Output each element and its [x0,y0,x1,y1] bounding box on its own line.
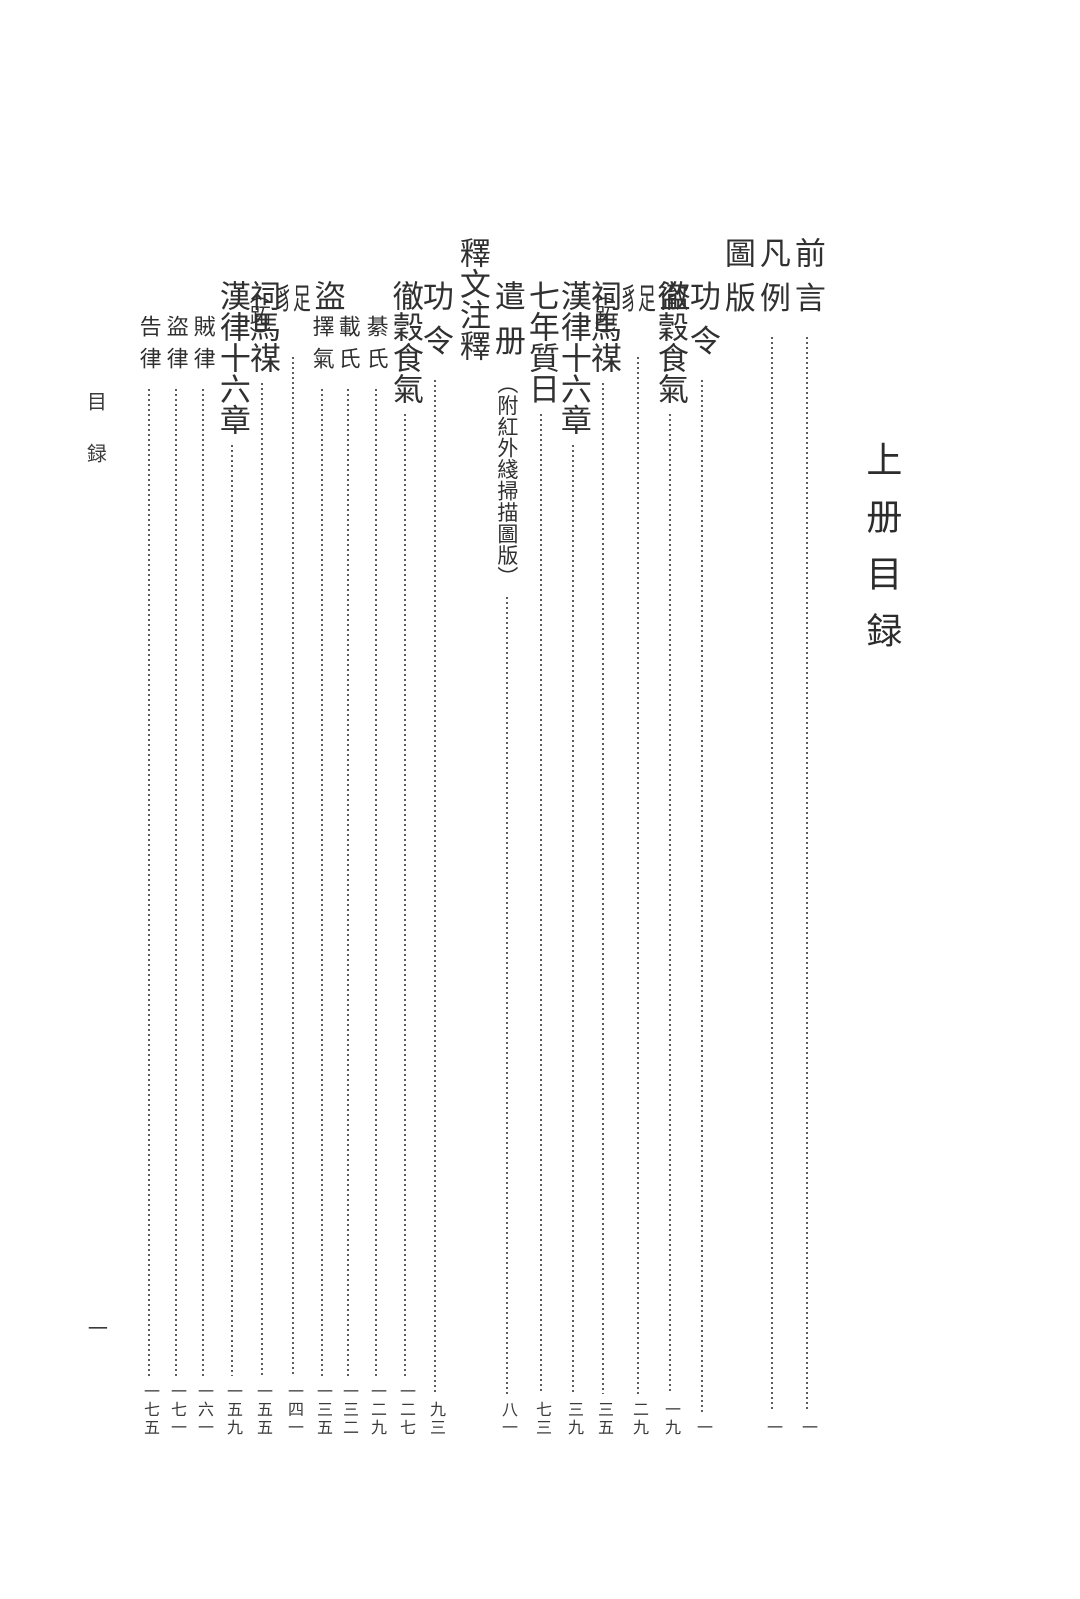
toc-entry-qiance: 遣册（附紅外綫掃描圖版） 八一 [489,280,525,1437]
dotted-leader [540,414,542,1394]
page-number: 一三五 [314,1383,331,1437]
page-number: 一六一 [195,1383,212,1437]
dotted-leader [261,383,263,1376]
dotted-leader [148,388,150,1376]
toc-entry-gongling: 功令 九三 [417,280,453,1437]
entry-label: 賊律 [190,315,216,379]
page-number: 三五 [595,1401,612,1437]
dotted-leader [434,379,436,1394]
entry-label: 盜律 [163,315,189,379]
dotted-leader [637,357,639,1394]
toc-sub-zeilv: 賊律 一六一 [188,315,218,1437]
entry-label: 前言 [789,237,825,327]
toc-entry-chegu-shiqi-plates: 徹穀食氣 一九 [652,280,688,1437]
page-number: 一 [764,1419,781,1437]
toc-sub-qishi: 綦氏 一二九 [361,315,391,1437]
entry-note: （附紅外綫掃描圖版） [494,372,519,588]
toc-sub-daolv: 盜律 一七一 [161,315,191,1437]
page-number: 一三二 [340,1383,357,1437]
entry-label: 功令 [417,280,453,370]
entry-label: 盜 [309,280,345,311]
entry-label: 徹穀食氣 [652,280,688,404]
dotted-leader [231,445,233,1376]
page-number: 一 [799,1419,816,1437]
dotted-leader [347,388,349,1376]
folio-page-number: 一 [84,1318,107,1338]
page-number: 三九 [565,1401,582,1437]
variant-character: 豸足 [275,282,311,316]
dotted-leader [175,388,177,1376]
page-number: 七三 [533,1401,550,1437]
toc-entry-daozhi: 盜豸足（跖） 一四一 [247,280,344,1437]
toc-entry-cimamei-plates: 祠馬禖 三五 [585,280,621,1437]
dotted-leader [572,445,574,1394]
entry-label: 祠馬禖 [244,280,280,373]
dotted-leader [202,388,204,1376]
section-label: 釋文注釋 [454,237,490,361]
dotted-leader [806,336,808,1412]
toc-sub-gaolv: 告律 一七五 [134,315,164,1437]
dotted-leader [701,379,703,1412]
entry-note: （跖） [592,283,617,348]
entry-note: （跖） [247,283,272,348]
variant-character: 豸足 [620,282,656,316]
toc-entry-qinian-zhiri: 七年質日 七三 [523,280,559,1437]
dotted-leader [321,388,323,1376]
page-number: 一 [694,1419,711,1437]
entry-label: 擇氣 [309,315,335,379]
page-number: 一二九 [368,1383,385,1437]
entry-label: 遣册 [489,280,525,370]
entry-label: 祠馬禖 [585,280,621,373]
entry-label: 漢律十六章 [214,280,250,435]
toc-entry-daozhi-plates: 盜豸足（跖） 二九 [592,280,689,1437]
toc-entry-fanli: 凡例 一 [754,237,790,1437]
toc-entry-gongling-plates: 功令 一 [684,280,720,1437]
page-number: 九三 [427,1401,444,1437]
entry-label: 綦氏 [363,315,389,379]
entry-label: 漢律十六章 [555,280,591,435]
page-number: 一七五 [141,1383,158,1437]
page-number: 一五五 [254,1383,271,1437]
entry-label: 盜 [654,280,690,311]
dotted-leader [669,414,671,1394]
entry-label: 告律 [136,315,162,379]
entry-label: 功令 [684,280,720,370]
page-number: 一九 [662,1401,679,1437]
dotted-leader [506,597,508,1394]
toc-sub-zeqi: 擇氣 一三五 [307,315,337,1437]
page-number: 一四一 [285,1383,302,1437]
page-number: 一七一 [168,1383,185,1437]
entry-label: 凡例 [754,237,790,327]
toc-entry-qianyan: 前言 一 [789,237,825,1437]
entry-label: 載氏 [335,315,361,379]
toc-entry-hanlv-plates: 漢律十六章 三九 [555,280,591,1437]
dotted-leader [404,414,406,1376]
page-number: 八一 [499,1401,516,1437]
dotted-leader [375,388,377,1376]
toc-entry-hanlv: 漢律十六章 一五九 [214,280,250,1437]
volume-title: 上册目録 [861,441,902,669]
dotted-leader [771,336,773,1412]
page-number: 一二七 [397,1383,414,1437]
toc-sub-zaishi: 載氏 一三二 [333,315,363,1437]
toc-entry-cimamei: 祠馬禖 一五五 [244,280,280,1437]
page-number: 一五九 [224,1383,241,1437]
toc-section-tuban: 圖版 [719,237,755,327]
toc-entry-chegu-shiqi: 徹穀食氣 一二七 [387,280,423,1437]
entry-label: 徹穀食氣 [387,280,423,404]
running-header: 目録 [83,391,106,495]
toc-section-shiwen-zhushi: 釋文注釋 [454,237,490,361]
section-label: 圖版 [719,237,755,327]
dotted-leader [602,383,604,1394]
dotted-leader [292,357,294,1376]
entry-label: 七年質日 [523,280,559,404]
page-number: 二九 [630,1401,647,1437]
